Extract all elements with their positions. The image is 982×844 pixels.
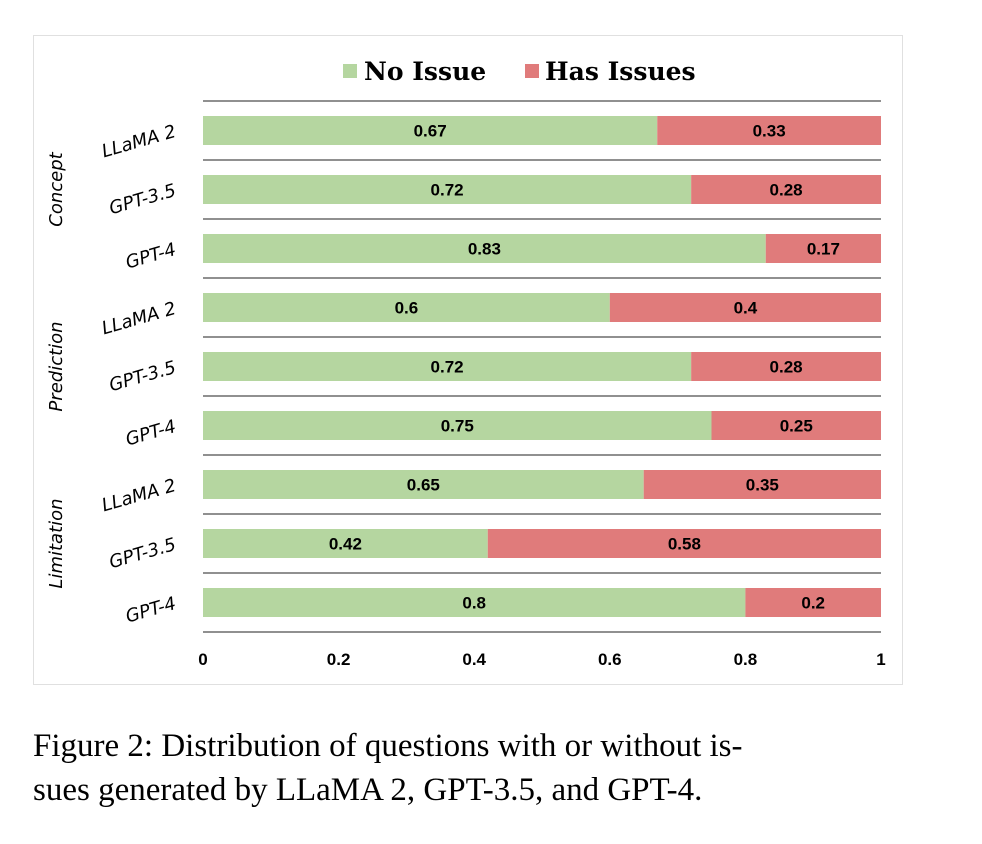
category-label: GPT-4 bbox=[123, 416, 178, 450]
data-label-no-issue: 0.42 bbox=[329, 535, 362, 554]
data-label-has-issues: 0.4 bbox=[734, 299, 758, 318]
bar-has-issues bbox=[711, 411, 881, 440]
caption-line-1: Figure 2: Distribution of questions with… bbox=[33, 728, 743, 764]
bar-has-issues bbox=[745, 588, 881, 617]
x-tick-label: 0.4 bbox=[462, 650, 486, 669]
data-label-has-issues: 0.33 bbox=[753, 122, 786, 141]
group-label: Prediction bbox=[46, 321, 67, 411]
bar-has-issues bbox=[643, 470, 881, 499]
caption-line-2: sues generated by LLaMA 2, GPT-3.5, and … bbox=[33, 772, 703, 808]
category-label: GPT-4 bbox=[123, 593, 178, 627]
chart-frame: No Issue Has Issues 0.67 0.33 LLaMA 2 0.72 0.2… bbox=[33, 35, 903, 685]
bar-no-issue bbox=[203, 529, 488, 558]
bar-has-issues bbox=[691, 175, 881, 204]
category-label: GPT-3.5 bbox=[107, 534, 178, 573]
bar-no-issue bbox=[203, 411, 712, 440]
category-label: LLaMA 2 bbox=[99, 298, 178, 339]
bar-no-issue bbox=[203, 352, 692, 381]
bar-has-issues bbox=[609, 293, 881, 322]
data-label-has-issues: 0.28 bbox=[770, 358, 803, 377]
bar-no-issue bbox=[203, 470, 644, 499]
x-tick-label: 0 bbox=[198, 650, 207, 669]
data-label-has-issues: 0.25 bbox=[780, 417, 813, 436]
data-label-has-issues: 0.58 bbox=[668, 535, 701, 554]
bar-has-issues bbox=[487, 529, 881, 558]
data-label-has-issues: 0.28 bbox=[770, 181, 803, 200]
group-label: Limitation bbox=[46, 498, 67, 588]
category-label: LLaMA 2 bbox=[99, 475, 178, 516]
x-tick-label: 0.2 bbox=[327, 650, 351, 669]
data-label-no-issue: 0.67 bbox=[414, 122, 447, 141]
legend-label-no-issue: No Issue bbox=[364, 57, 486, 86]
x-tick-label: 1 bbox=[876, 650, 885, 669]
figure-caption: Figure 2: Distribution of questions with… bbox=[33, 724, 933, 812]
bar-has-issues bbox=[691, 352, 881, 381]
bar-has-issues bbox=[657, 116, 881, 145]
bar-has-issues bbox=[765, 234, 881, 263]
legend-swatch-has-issues bbox=[525, 64, 539, 78]
data-label-no-issue: 0.72 bbox=[431, 181, 464, 200]
data-label-has-issues: 0.17 bbox=[807, 240, 840, 259]
bar-no-issue bbox=[203, 588, 746, 617]
legend-label-has-issues: Has Issues bbox=[545, 57, 696, 86]
group-label: Concept bbox=[46, 151, 67, 226]
data-label-no-issue: 0.72 bbox=[431, 358, 464, 377]
bar-no-issue bbox=[203, 234, 766, 263]
category-label: LLaMA 2 bbox=[99, 121, 178, 162]
data-label-no-issue: 0.8 bbox=[462, 594, 486, 613]
data-label-has-issues: 0.35 bbox=[746, 476, 779, 495]
data-label-no-issue: 0.6 bbox=[395, 299, 419, 318]
x-tick-label: 0.8 bbox=[734, 650, 758, 669]
stacked-bar-chart: No Issue Has Issues 0.67 0.33 LLaMA 2 0.72 0.2… bbox=[46, 57, 886, 669]
data-label-no-issue: 0.83 bbox=[468, 240, 501, 259]
category-label: GPT-4 bbox=[123, 239, 178, 273]
category-label: GPT-3.5 bbox=[107, 180, 178, 219]
legend-swatch-no-issue bbox=[343, 64, 357, 78]
bar-no-issue bbox=[203, 175, 692, 204]
bar-no-issue bbox=[203, 293, 610, 322]
bar-no-issue bbox=[203, 116, 658, 145]
data-label-has-issues: 0.2 bbox=[801, 594, 825, 613]
x-tick-label: 0.6 bbox=[598, 650, 622, 669]
category-label: GPT-3.5 bbox=[107, 357, 178, 396]
data-label-no-issue: 0.65 bbox=[407, 476, 440, 495]
data-label-no-issue: 0.75 bbox=[441, 417, 474, 436]
